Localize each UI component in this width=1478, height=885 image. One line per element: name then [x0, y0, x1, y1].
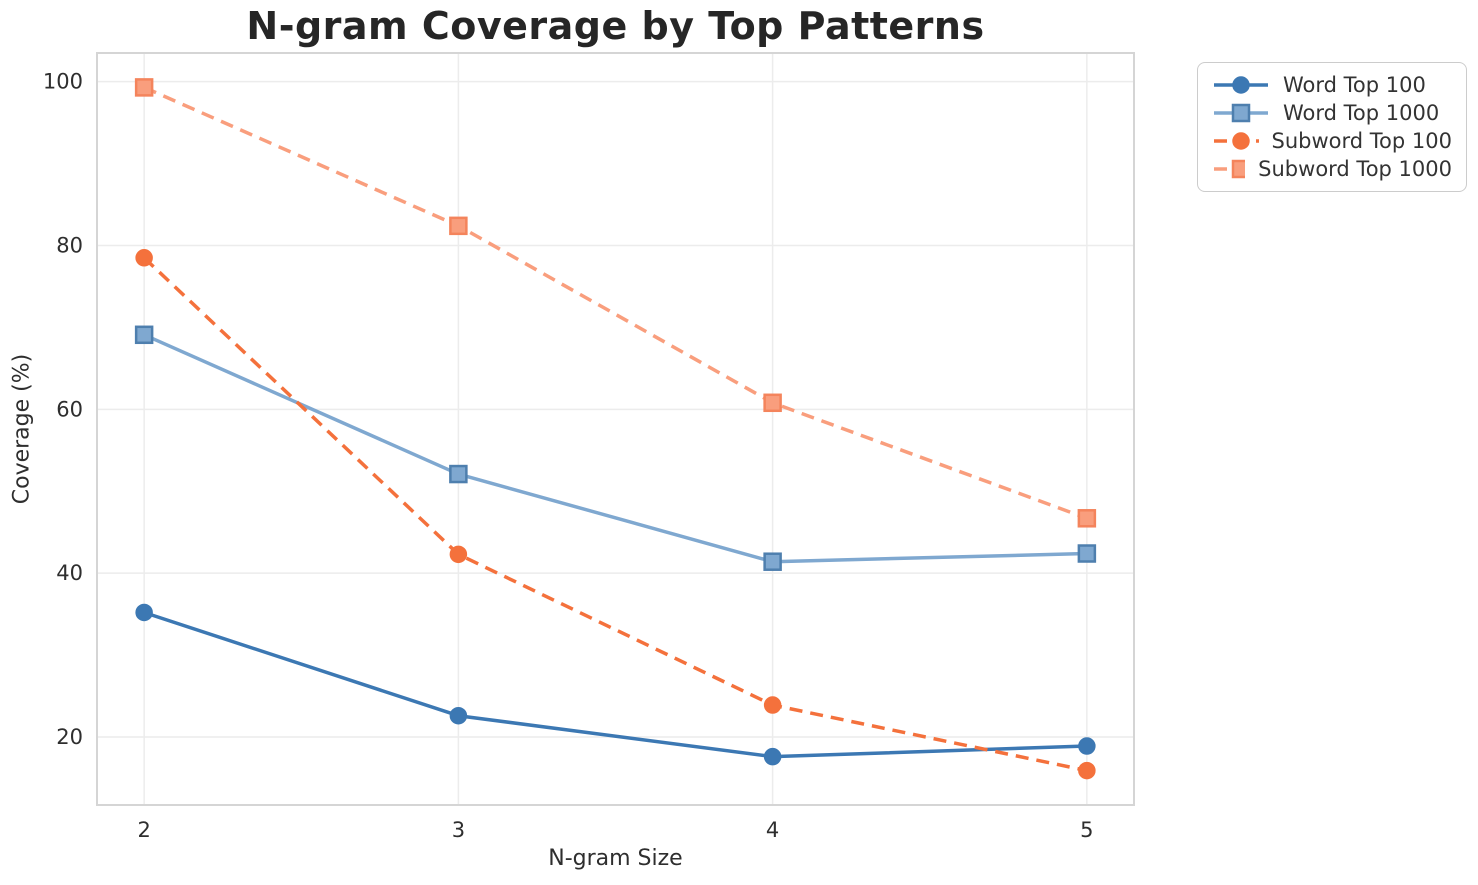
marker-word-top-1000 [449, 464, 468, 484]
marker-word-top-100 [1078, 737, 1096, 755]
legend-marker-word-top-1000 [1231, 103, 1251, 123]
series-line-word-top-100 [143, 610, 1087, 759]
y-tick-label: 40 [56, 561, 83, 585]
legend-line-sample-subword-top-100 [1214, 132, 1259, 150]
marker-subword-top-100 [763, 696, 782, 714]
y-tick-label: 100 [43, 70, 83, 94]
legend-label-subword-top-100: Subword Top 100 [1271, 129, 1452, 153]
marker-subword-top-1000 [763, 393, 782, 413]
legend-item-word-top-100: Word Top 100 [1212, 73, 1452, 97]
y-tick-label: 20 [56, 725, 83, 749]
legend-label-word-top-100: Word Top 100 [1283, 73, 1426, 97]
legend-marker-subword-top-1000 [1231, 159, 1246, 179]
legend-marker-subword-top-100 [1232, 132, 1250, 150]
y-tick-label: 80 [56, 234, 83, 258]
legend-item-word-top-1000: Word Top 1000 [1212, 101, 1452, 125]
marker-word-top-1000 [763, 552, 782, 571]
legend-label-subword-top-1000: Subword Top 1000 [1258, 157, 1452, 181]
marker-word-top-1000 [1077, 544, 1097, 563]
plot-border [96, 52, 1135, 806]
legend-marker-word-top-100 [1232, 76, 1250, 94]
x-tick-label: 4 [766, 818, 779, 842]
marker-subword-top-1000 [449, 216, 468, 236]
marker-word-top-100 [449, 706, 468, 725]
marker-subword-top-1000 [134, 78, 154, 97]
series-line-subword-top-100 [142, 256, 1088, 773]
legend-line-sample-word-top-1000 [1214, 103, 1268, 123]
marker-subword-top-100 [1078, 761, 1096, 780]
marker-word-top-1000 [134, 325, 154, 345]
legend: Word Top 100 Word Top 1000 Subword Top 100… [1197, 62, 1467, 192]
legend-item-subword-top-1000: Subword Top 1000 [1212, 157, 1452, 181]
x-tick-label: 2 [137, 818, 150, 842]
legend-line-sample-word-top-100 [1214, 76, 1268, 94]
y-tick-label: 60 [56, 397, 83, 421]
series-line-subword-top-1000 [143, 85, 1088, 520]
marker-subword-top-1000 [1077, 509, 1097, 528]
marker-subword-top-100 [449, 545, 468, 564]
chart-title: N-gram Coverage by Top Patterns [246, 4, 985, 48]
marker-subword-top-100 [135, 249, 153, 267]
x-tick-label: 5 [1080, 818, 1093, 842]
legend-label-word-top-1000: Word Top 1000 [1283, 101, 1440, 125]
marker-word-top-100 [135, 603, 153, 622]
legend-line-sample-subword-top-1000 [1214, 159, 1246, 179]
x-axis-label: N-gram Size [548, 846, 683, 871]
legend-item-subword-top-100: Subword Top 100 [1212, 129, 1452, 153]
x-tick-label: 3 [452, 818, 465, 842]
series-line-word-top-1000 [143, 333, 1087, 564]
marker-word-top-100 [763, 747, 782, 766]
